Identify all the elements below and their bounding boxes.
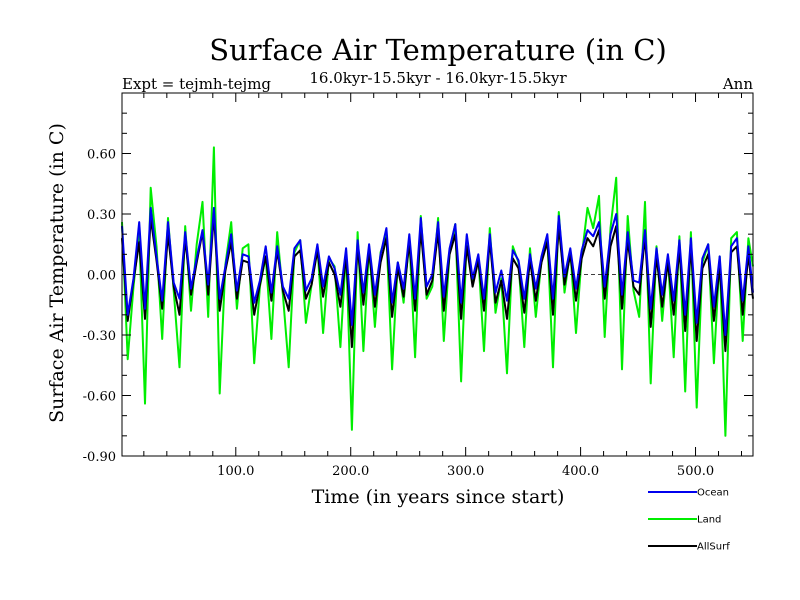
y-tick-label: -0.30 (83, 329, 116, 344)
plot-frame (121, 92, 754, 457)
season-label: Ann (722, 75, 753, 93)
x-tick-label: 400.0 (562, 464, 599, 479)
series-line-land (121, 146, 754, 437)
legend-label-land: Land (697, 515, 721, 526)
y-axis-label: Surface Air Temperature (in C) (46, 123, 68, 423)
y-tick-label: -0.90 (83, 450, 116, 465)
x-tick-label: 300.0 (447, 464, 484, 479)
ticks-layer: 100.0 200.0 300.0 400.0 500.0 -0.90 -0.60 -0.30… (83, 93, 753, 479)
series-line-ocean (121, 206, 754, 336)
chart-subtitle: 16.0kyr-15.5kyr - 16.0kyr-15.5kyr (309, 69, 567, 87)
y-tick-label: 0.30 (87, 208, 116, 223)
legend-label-allsurf: AllSurf (697, 542, 730, 553)
experiment-label: Expt = tejmh-tejmg (122, 75, 271, 93)
legend: Ocean Land AllSurf (648, 488, 730, 553)
series-layer (121, 146, 754, 437)
chart-title: Surface Air Temperature (in C) (209, 33, 667, 67)
legend-label-ocean: Ocean (697, 488, 729, 499)
x-tick-label: 500.0 (677, 464, 714, 479)
x-tick-label: 200.0 (332, 464, 369, 479)
x-axis-label: Time (in years since start) (312, 486, 565, 508)
y-tick-label: 0.60 (87, 148, 116, 163)
y-tick-label: 0.00 (87, 269, 116, 284)
y-tick-label: -0.60 (83, 390, 116, 405)
x-tick-label: 100.0 (217, 464, 254, 479)
